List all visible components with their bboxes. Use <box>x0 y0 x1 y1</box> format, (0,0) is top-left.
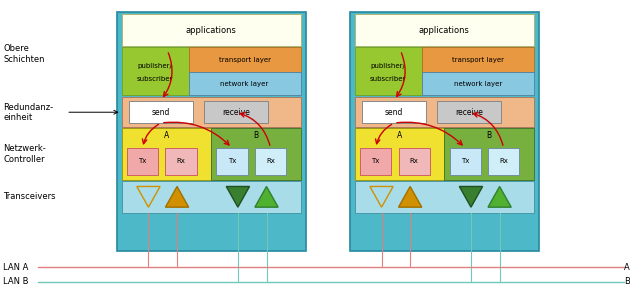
Text: Rx: Rx <box>176 158 185 164</box>
Text: subscriber: subscriber <box>370 76 406 81</box>
Text: B: B <box>253 131 258 140</box>
Text: A: A <box>164 131 169 140</box>
Text: applications: applications <box>419 25 469 35</box>
Text: applications: applications <box>186 25 236 35</box>
Bar <box>422 47 534 72</box>
Text: publisher/: publisher/ <box>371 63 406 69</box>
Polygon shape <box>399 186 422 207</box>
Text: subscriber: subscriber <box>137 76 173 81</box>
Text: Netzwerk-
Controller: Netzwerk- Controller <box>3 144 46 164</box>
Bar <box>355 14 534 46</box>
Text: transport layer: transport layer <box>219 57 271 63</box>
Bar <box>437 101 501 123</box>
Bar <box>255 148 286 175</box>
Bar <box>422 72 534 95</box>
Text: publisher/: publisher/ <box>138 63 173 69</box>
Bar <box>350 12 539 251</box>
Bar <box>127 148 158 175</box>
Bar <box>399 148 430 175</box>
Bar <box>122 181 301 213</box>
Bar <box>166 148 197 175</box>
Bar <box>189 72 301 95</box>
Bar <box>217 148 248 175</box>
Text: receive: receive <box>455 108 483 117</box>
Bar <box>122 128 211 180</box>
Bar <box>355 97 534 127</box>
Text: Rx: Rx <box>410 158 418 164</box>
Polygon shape <box>488 186 512 207</box>
Text: LAN B: LAN B <box>3 277 28 286</box>
Bar <box>122 47 189 95</box>
Text: B: B <box>624 277 629 286</box>
Text: send: send <box>152 108 170 117</box>
Bar <box>444 128 534 180</box>
Text: Rx: Rx <box>266 158 275 164</box>
Text: Obere
Schichten: Obere Schichten <box>3 44 45 64</box>
Text: LAN A: LAN A <box>3 263 28 272</box>
Text: network layer: network layer <box>220 81 269 87</box>
Bar <box>355 128 444 180</box>
Polygon shape <box>255 186 278 207</box>
Bar <box>204 101 268 123</box>
Bar <box>122 97 301 127</box>
Text: B: B <box>486 131 491 140</box>
Bar <box>360 148 391 175</box>
Text: Tx: Tx <box>461 158 469 164</box>
Bar <box>117 12 306 251</box>
Text: A: A <box>624 263 629 272</box>
Bar <box>362 101 427 123</box>
Bar <box>488 148 519 175</box>
Bar <box>211 128 301 180</box>
Bar <box>129 101 193 123</box>
Text: Rx: Rx <box>499 158 508 164</box>
Polygon shape <box>166 186 189 207</box>
Bar <box>355 181 534 213</box>
Text: send: send <box>385 108 403 117</box>
Text: Tx: Tx <box>372 158 380 164</box>
Text: transport layer: transport layer <box>452 57 504 63</box>
Text: Tx: Tx <box>139 158 147 164</box>
Text: A: A <box>397 131 402 140</box>
Text: network layer: network layer <box>454 81 502 87</box>
Bar <box>189 47 301 72</box>
Bar <box>450 148 481 175</box>
Polygon shape <box>459 186 483 207</box>
Text: Transceivers: Transceivers <box>3 192 55 201</box>
Polygon shape <box>226 186 249 207</box>
Text: receive: receive <box>222 108 250 117</box>
Text: Redundanz-
einheit: Redundanz- einheit <box>3 103 54 122</box>
Bar <box>355 47 422 95</box>
Bar <box>122 14 301 46</box>
Text: Tx: Tx <box>228 158 236 164</box>
